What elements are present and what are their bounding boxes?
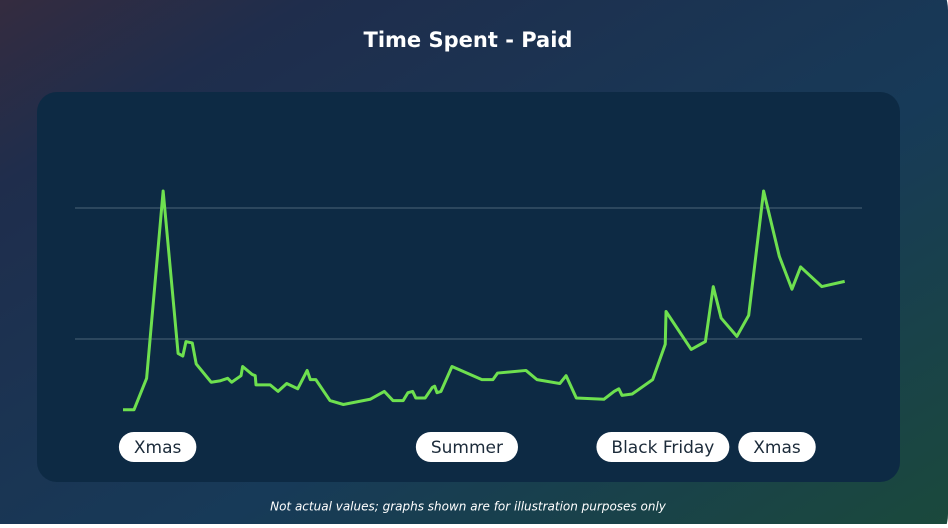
annotation-label: Black Friday <box>611 438 714 458</box>
annotation-pill <box>118 432 197 462</box>
annotation-pill <box>415 432 518 462</box>
annotation-pill <box>738 432 816 462</box>
annotation-pill <box>596 432 730 462</box>
plot-card <box>37 92 900 482</box>
annotation-label: Xmas <box>753 438 801 458</box>
annotation-label: Xmas <box>134 438 182 458</box>
annotation-label: Summer <box>431 438 503 458</box>
footnote: Not actual values; graphs shown are for … <box>270 500 667 514</box>
line-series <box>123 189 846 412</box>
chart-title: Time Spent - Paid <box>364 28 573 52</box>
